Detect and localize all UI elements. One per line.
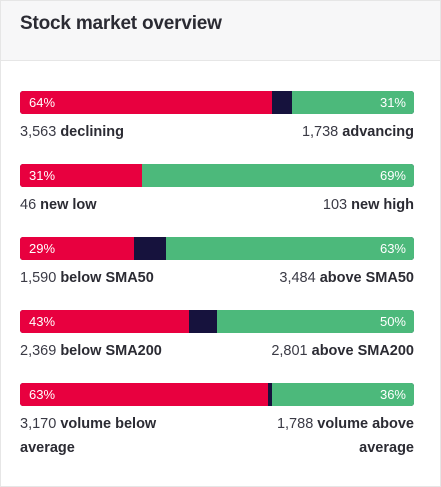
right-count: 3,484 — [279, 270, 316, 286]
left-count: 3,563 — [20, 124, 57, 140]
positive-percent: 50% — [379, 314, 406, 329]
ratio-bar: 43% 50% — [20, 310, 414, 333]
metric-declining-advancing: 64% 31% 3,563 declining 1,738 advancing — [20, 91, 414, 144]
left-count: 2,369 — [20, 343, 57, 359]
left-count: 1,590 — [20, 270, 57, 286]
left-count: 46 — [20, 197, 37, 213]
negative-percent: 29% — [29, 241, 56, 256]
metric-sma50: 29% 63% 1,590 below SMA50 3,484 above SM… — [20, 237, 414, 290]
bar-positive-segment — [142, 164, 414, 187]
ratio-bar: 29% 63% — [20, 237, 414, 260]
right-label: 3,484 above SMA50 — [279, 266, 414, 290]
left-label: 46 new low — [20, 193, 97, 217]
bar-positive-segment — [291, 91, 414, 114]
right-count: 1,788 — [276, 416, 314, 432]
bar-neutral-segment — [189, 310, 217, 333]
bar-neutral-segment — [272, 91, 292, 114]
left-label: 1,590 below SMA50 — [20, 266, 154, 290]
left-count: 3,170 — [20, 416, 57, 432]
negative-percent: 63% — [29, 387, 56, 402]
card-header: Stock market overview — [1, 1, 440, 61]
right-label: 103 new high — [323, 193, 414, 217]
positive-percent: 36% — [379, 387, 406, 402]
metric-labels: 1,590 below SMA50 3,484 above SMA50 — [20, 266, 414, 290]
right-label-text: above SMA200 — [311, 343, 414, 359]
right-label-text: new high — [351, 197, 414, 213]
right-label: 1,788 volume above average — [239, 412, 414, 460]
metric-volume: 63% 36% 3,170 volume below average 1,788… — [20, 383, 414, 460]
right-count: 1,738 — [301, 124, 339, 140]
metric-labels: 2,369 below SMA200 2,801 above SMA200 — [20, 339, 414, 363]
bar-negative-segment — [20, 91, 273, 114]
left-label: 2,369 below SMA200 — [20, 339, 162, 363]
bar-positive-segment — [272, 383, 414, 406]
bar-negative-segment — [20, 237, 135, 260]
right-label: 1,738 advancing — [302, 120, 414, 144]
bar-negative-segment — [20, 310, 190, 333]
positive-percent: 31% — [379, 95, 406, 110]
metric-labels: 3,563 declining 1,738 advancing — [20, 120, 414, 144]
metric-labels: 3,170 volume below average 1,788 volume … — [20, 412, 414, 460]
left-label: 3,170 volume below average — [20, 412, 195, 460]
bar-negative-segment — [20, 164, 143, 187]
bar-neutral-segment — [268, 383, 273, 406]
negative-percent: 43% — [29, 314, 56, 329]
right-label: 2,801 above SMA200 — [271, 339, 414, 363]
left-label-text: below SMA50 — [60, 270, 154, 286]
card-title: Stock market overview — [20, 13, 222, 34]
right-label-text: above SMA50 — [319, 270, 414, 286]
left-label-text: new low — [40, 197, 97, 213]
right-count: 2,801 — [271, 343, 308, 359]
left-label-text: volume below average — [20, 416, 157, 456]
ratio-bar: 64% 31% — [20, 91, 414, 114]
right-count: 103 — [322, 197, 348, 213]
bar-negative-segment — [20, 383, 269, 406]
metrics-list: 64% 31% 3,563 declining 1,738 advancing … — [1, 61, 440, 460]
bar-positive-segment — [165, 237, 414, 260]
right-label-text: volume above average — [317, 416, 414, 456]
right-label-text: advancing — [342, 124, 414, 140]
positive-percent: 63% — [379, 241, 406, 256]
metric-labels: 46 new low 103 new high — [20, 193, 414, 217]
negative-percent: 64% — [29, 95, 56, 110]
left-label: 3,563 declining — [20, 120, 124, 144]
left-label-text: declining — [60, 124, 124, 140]
negative-percent: 31% — [29, 168, 56, 183]
metric-sma200: 43% 50% 2,369 below SMA200 2,801 above S… — [20, 310, 414, 363]
bar-positive-segment — [217, 310, 414, 333]
ratio-bar: 31% 69% — [20, 164, 414, 187]
metric-new-low-high: 31% 69% 46 new low 103 new high — [20, 164, 414, 217]
left-label-text: below SMA200 — [60, 343, 162, 359]
positive-percent: 69% — [379, 168, 406, 183]
bar-neutral-segment — [134, 237, 166, 260]
ratio-bar: 63% 36% — [20, 383, 414, 406]
